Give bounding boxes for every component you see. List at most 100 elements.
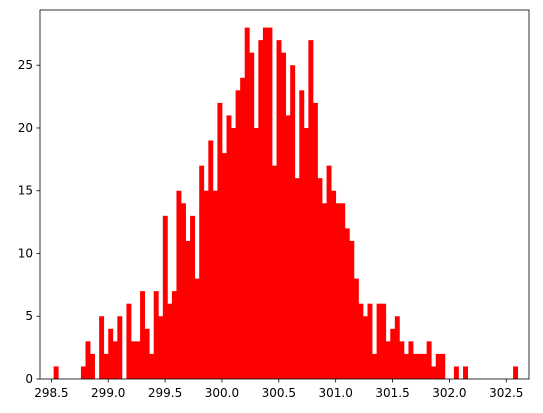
histogram-bar <box>422 353 428 379</box>
y-tick-label: 15 <box>18 184 33 198</box>
histogram-bar <box>267 27 273 379</box>
y-tick-label: 0 <box>25 372 33 386</box>
histogram-bar <box>513 366 519 379</box>
histogram-bar <box>149 353 155 379</box>
histogram-bar <box>317 178 323 379</box>
histogram-bar <box>212 190 218 379</box>
histogram-bar <box>271 165 277 379</box>
histogram-bar <box>85 341 91 379</box>
histogram-bar <box>308 40 314 380</box>
y-tick-label: 25 <box>18 58 33 72</box>
x-axis: 298.5 299.0 299.5 300.0 300.5 301.0 301.5 302.0… <box>34 379 523 400</box>
x-tick-label: 299.0 <box>91 386 125 400</box>
histogram-bar <box>335 203 341 379</box>
histogram-bar <box>440 353 446 379</box>
histogram-bar <box>130 341 136 379</box>
x-tick-label: 302.0 <box>432 386 466 400</box>
histogram-bar <box>294 178 300 379</box>
histogram-bar <box>290 65 296 379</box>
x-tick-label: 300.5 <box>262 386 296 400</box>
histogram-bar <box>231 127 236 380</box>
histogram-bar <box>344 228 350 379</box>
histogram-bar <box>235 90 241 379</box>
histogram-bar <box>322 203 327 379</box>
y-tick-label: 5 <box>25 309 33 323</box>
histogram-bar <box>126 303 132 379</box>
histogram-bar <box>340 203 346 379</box>
histogram-bar <box>208 140 214 379</box>
histogram-bar <box>99 316 105 379</box>
histogram-bar <box>435 353 441 379</box>
histogram-bar <box>312 102 318 379</box>
histogram-bar <box>162 215 168 379</box>
histogram-bar <box>431 366 437 379</box>
histogram-bar <box>408 341 414 379</box>
histogram-bar <box>331 190 337 379</box>
histogram-bar <box>103 353 109 379</box>
x-tick-label: 299.5 <box>148 386 182 400</box>
histogram-bar <box>394 316 400 379</box>
histogram-bar <box>203 190 209 379</box>
histogram-bar <box>117 316 123 379</box>
histogram-bar <box>417 353 423 379</box>
histogram-bar <box>390 328 396 379</box>
histogram-bar <box>326 165 332 379</box>
x-tick-label: 300.0 <box>205 386 239 400</box>
histogram-bar <box>158 316 164 379</box>
histogram-bar <box>249 52 255 380</box>
histogram-bar <box>90 353 95 379</box>
histogram-bar <box>244 27 250 379</box>
histogram-bar <box>140 291 146 379</box>
histogram-bar <box>221 153 227 379</box>
histogram-bar <box>80 366 86 379</box>
histogram-bar <box>217 102 223 379</box>
y-axis: 0 5 10 15 20 25 <box>18 58 40 386</box>
histogram-bar <box>376 303 382 379</box>
histogram-bars <box>53 27 519 380</box>
histogram-bar <box>153 291 159 379</box>
histogram-bar <box>276 40 282 380</box>
histogram-bar <box>413 353 418 379</box>
histogram-bar <box>253 127 259 380</box>
histogram-bar <box>144 328 150 379</box>
histogram-bar <box>303 127 309 380</box>
histogram-bar <box>171 291 177 379</box>
histogram-bar <box>281 52 287 380</box>
histogram-bar <box>403 353 409 379</box>
histogram-bar <box>353 278 359 379</box>
histogram-bar <box>262 27 268 379</box>
histogram-bar <box>358 303 364 379</box>
x-tick-label: 302.5 <box>489 386 523 400</box>
x-tick-label: 301.5 <box>375 386 409 400</box>
histogram-bar <box>199 165 205 379</box>
histogram-bar <box>112 341 118 379</box>
histogram-bar <box>240 77 246 379</box>
histogram-bar <box>181 203 186 379</box>
histogram-bar <box>285 115 291 379</box>
histogram-bar <box>399 341 405 379</box>
histogram-bar <box>362 316 368 379</box>
x-tick-label: 301.0 <box>318 386 352 400</box>
histogram-bar <box>176 190 182 379</box>
histogram-bar <box>349 240 355 379</box>
histogram-bar <box>53 366 59 379</box>
histogram-bar <box>167 303 173 379</box>
y-tick-label: 10 <box>18 246 33 260</box>
histogram-bar <box>185 240 191 379</box>
histogram-bar <box>426 341 432 379</box>
histogram-bar <box>453 366 459 379</box>
x-tick-label: 298.5 <box>34 386 68 400</box>
histogram-bar <box>190 215 196 379</box>
histogram-bar <box>299 90 305 379</box>
histogram-bar <box>385 341 391 379</box>
histogram-bar <box>372 353 378 379</box>
histogram-bar <box>367 303 373 379</box>
histogram-bar <box>194 278 200 379</box>
histogram-bar <box>381 303 387 379</box>
y-tick-label: 20 <box>18 121 33 135</box>
histogram-bar <box>108 328 114 379</box>
histogram-bar <box>463 366 468 379</box>
histogram-bar <box>135 341 141 379</box>
histogram-bar <box>226 115 232 379</box>
